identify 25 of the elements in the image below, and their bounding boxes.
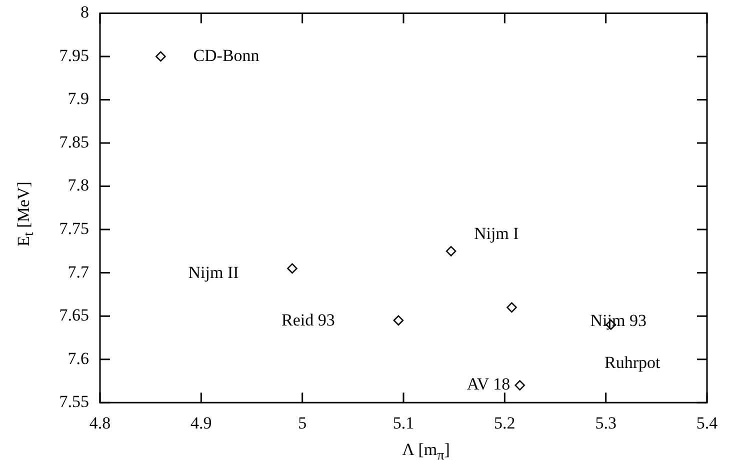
annotation: AV 18	[466, 374, 510, 394]
y-tick-label: 7.75	[59, 219, 89, 238]
annotation: CD-Bonn	[193, 46, 260, 65]
annotation: Nijm 93	[590, 311, 646, 330]
annotation: Reid 93	[282, 310, 335, 330]
annotation: Nijm II	[188, 262, 240, 282]
y-tick-label: 7.55	[59, 392, 89, 412]
x-tick-label: 4.9	[190, 413, 212, 432]
x-tick-label: 5.2	[494, 413, 516, 432]
x-tick-label: 4.8	[89, 413, 111, 432]
y-tick-label: 7.7	[68, 262, 90, 282]
x-tick-label: 5	[298, 413, 307, 432]
annotation: Nijm I	[474, 224, 520, 243]
y-tick-label: 7.95	[59, 46, 89, 65]
x-tick-label: 5.3	[595, 413, 616, 432]
annotation: Ruhrpot	[604, 353, 660, 372]
y-tick-label: 7.85	[59, 132, 89, 152]
x-tick-label: 5.1	[392, 413, 414, 432]
y-tick-label: 7.9	[68, 89, 89, 108]
y-tick-label: 7.6	[68, 348, 89, 368]
x-tick-label: 5.4	[696, 413, 718, 432]
y-tick-label: 7.65	[59, 306, 89, 325]
y-tick-label: 8	[80, 2, 89, 22]
x-axis-title: Λ [m$_{π}$]	[401, 440, 451, 464]
y-tick-label: 7.8	[68, 176, 89, 195]
